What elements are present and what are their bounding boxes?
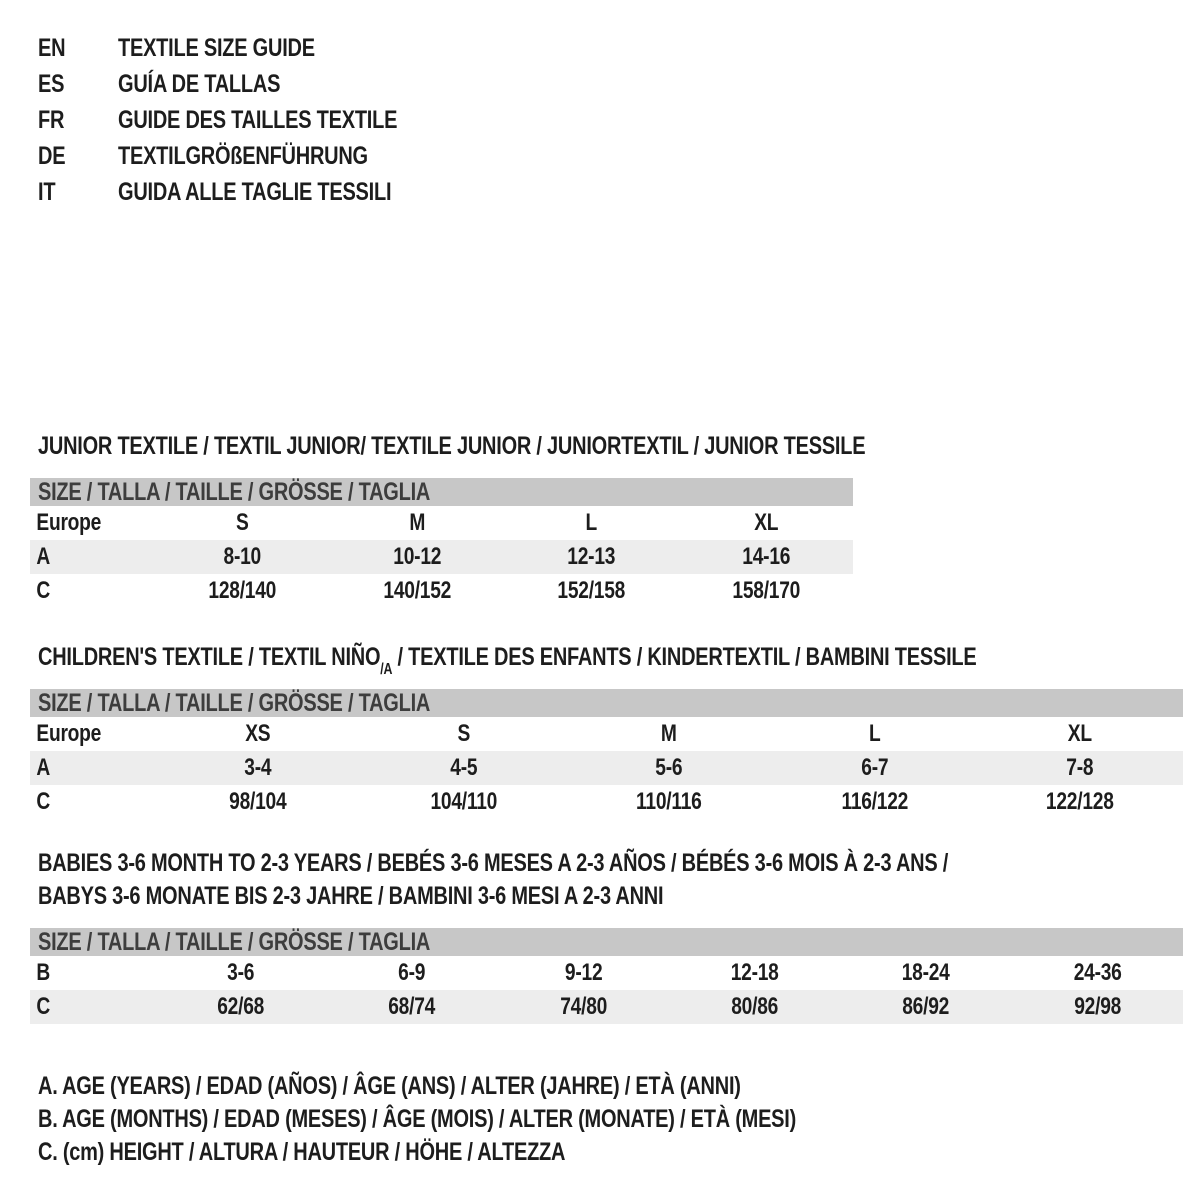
size-cell: 116/122 [841, 788, 908, 815]
table-row: C 62/68 68/74 74/80 80/86 86/92 92/98 [30, 990, 1183, 1024]
lang-title-en: TEXTILE SIZE GUIDE [118, 33, 315, 62]
babies-table-header: SIZE / TALLA / TAILLE / GRÖSSE / TAGLIA [30, 928, 1183, 956]
table-row: A 8-10 10-12 12-13 14-16 [30, 540, 853, 574]
row-label: C [36, 993, 51, 1020]
table-row: A 3-4 4-5 5-6 6-7 7-8 [30, 751, 1183, 785]
babies-heading-line1: BABIES 3-6 MONTH TO 2-3 YEARS / BEBÉS 3-… [38, 849, 949, 877]
junior-table-header: SIZE / TALLA / TAILLE / GRÖSSE / TAGLIA [30, 478, 853, 506]
size-cell: 74/80 [559, 993, 607, 1020]
size-cell: 80/86 [731, 993, 779, 1020]
size-cell: 158/170 [731, 577, 800, 604]
size-cell: 86/92 [902, 993, 950, 1020]
size-cell: 12-13 [567, 543, 616, 570]
lang-row-fr: FR GUIDE DES TAILLES TEXTILE [38, 102, 467, 138]
size-cell: S [457, 720, 470, 747]
junior-heading: JUNIOR TEXTILE / TEXTIL JUNIOR/ TEXTILE … [38, 432, 866, 461]
lang-title-de: TEXTILGRÖßENFÜHRUNG [118, 141, 368, 170]
legend-line-b: B. AGE (MONTHS) / EDAD (MESES) / ÂGE (MO… [38, 1105, 797, 1133]
size-cell: 4-5 [449, 754, 477, 781]
size-cell: 110/116 [636, 788, 702, 815]
size-cell: 18-24 [902, 959, 950, 986]
size-cell: L [868, 720, 881, 747]
size-cell: 9-12 [564, 959, 603, 986]
size-cell: 12-18 [730, 959, 779, 986]
babies-size-table: SIZE / TALLA / TAILLE / GRÖSSE / TAGLIA … [30, 928, 1183, 1024]
junior-heading-text: JUNIOR TEXTILE / TEXTIL JUNIOR/ TEXTILE … [38, 432, 866, 460]
size-cell: 62/68 [217, 993, 265, 1020]
babies-section: BABIES 3-6 MONTH TO 2-3 YEARS / BEBÉS 3-… [30, 847, 1183, 1024]
size-cell: 6-7 [861, 754, 889, 781]
size-cell: 3-6 [227, 959, 255, 986]
size-cell: 98/104 [229, 788, 287, 815]
size-figure: C [900, 0, 1200, 430]
table-row: C 98/104 104/110 110/116 116/122 122/128 [30, 785, 1183, 819]
size-cell: XL [1068, 720, 1093, 747]
lang-code-de: DE [38, 141, 66, 170]
junior-size-table: SIZE / TALLA / TAILLE / GRÖSSE / TAGLIA … [30, 478, 853, 608]
table-row: C 128/140 140/152 152/158 158/170 [30, 574, 853, 608]
size-header-label: SIZE / TALLA / TAILLE / GRÖSSE / TAGLIA [38, 689, 431, 717]
lang-code-es: ES [38, 69, 65, 98]
size-cell: 24-36 [1073, 959, 1122, 986]
size-cell: 104/110 [430, 788, 497, 815]
lang-code-fr: FR [38, 105, 65, 134]
children-heading: CHILDREN'S TEXTILE / TEXTIL NIÑO/A / TEX… [38, 643, 1183, 678]
size-cell: 122/128 [1046, 788, 1115, 815]
table-row: B 3-6 6-9 9-12 12-18 18-24 24-36 [30, 956, 1183, 990]
size-cell: 14-16 [741, 543, 790, 570]
lang-row-es: ES GUÍA DE TALLAS [38, 66, 467, 102]
row-label: Europe [36, 509, 102, 536]
babies-heading-line2: BABYS 3-6 MONATE BIS 2-3 JAHRE / BAMBINI… [38, 882, 664, 910]
row-label: C [36, 788, 51, 815]
language-list: EN TEXTILE SIZE GUIDE ES GUÍA DE TALLAS … [38, 30, 467, 210]
size-header-label: SIZE / TALLA / TAILLE / GRÖSSE / TAGLIA [38, 928, 431, 956]
size-cell: 3-4 [244, 754, 272, 781]
children-heading-text: CHILDREN'S TEXTILE / TEXTIL NIÑO/A / TEX… [38, 643, 977, 679]
lang-title-es: GUÍA DE TALLAS [118, 69, 281, 98]
size-cell: M [661, 720, 677, 747]
size-cell: 128/140 [208, 577, 277, 604]
size-cell: 7-8 [1066, 754, 1094, 781]
row-label: C [36, 577, 51, 604]
size-header-label: SIZE / TALLA / TAILLE / GRÖSSE / TAGLIA [38, 478, 431, 506]
size-cell: 6-9 [398, 959, 426, 986]
junior-section: JUNIOR TEXTILE / TEXTIL JUNIOR/ TEXTILE … [30, 432, 866, 608]
lang-title-it: GUIDA ALLE TAGLIE TESSILI [118, 177, 392, 206]
children-table-header: SIZE / TALLA / TAILLE / GRÖSSE / TAGLIA [30, 689, 1183, 717]
size-cell: S [235, 509, 249, 536]
babies-heading: BABIES 3-6 MONTH TO 2-3 YEARS / BEBÉS 3-… [38, 847, 1183, 913]
row-label: B [36, 959, 51, 986]
size-cell: 92/98 [1073, 993, 1121, 1020]
lang-row-it: IT GUIDA ALLE TAGLIE TESSILI [38, 174, 467, 210]
size-cell: 5-6 [655, 754, 683, 781]
lang-title-fr: GUIDE DES TAILLES TEXTILE [118, 105, 398, 134]
lang-row-en: EN TEXTILE SIZE GUIDE [38, 30, 467, 66]
row-label: Europe [36, 720, 102, 747]
children-section: CHILDREN'S TEXTILE / TEXTIL NIÑO/A / TEX… [30, 643, 1183, 819]
row-label: A [36, 543, 51, 570]
legend-line-c: C. (cm) HEIGHT / ALTURA / HAUTEUR / HÖHE… [38, 1138, 566, 1166]
size-cell: 68/74 [388, 993, 436, 1020]
lang-code-it: IT [38, 177, 56, 206]
size-cell: 152/158 [557, 577, 626, 604]
lang-row-de: DE TEXTILGRÖßENFÜHRUNG [38, 138, 467, 174]
size-cell: 8-10 [223, 543, 262, 570]
legend: A. AGE (YEARS) / EDAD (AÑOS) / ÂGE (ANS)… [38, 1070, 986, 1169]
size-cell: L [585, 509, 598, 536]
size-cell: XL [753, 509, 778, 536]
size-cell: M [408, 509, 425, 536]
size-cell: 140/152 [382, 577, 451, 604]
size-cell: XS [245, 720, 271, 747]
lang-code-en: EN [38, 33, 66, 62]
table-row: Europe S M L XL [30, 506, 853, 540]
legend-line-a: A. AGE (YEARS) / EDAD (AÑOS) / ÂGE (ANS)… [38, 1072, 741, 1100]
row-label: A [36, 754, 51, 781]
children-size-table: SIZE / TALLA / TAILLE / GRÖSSE / TAGLIA … [30, 689, 1183, 819]
table-row: Europe XS S M L XL [30, 717, 1183, 751]
size-cell: 10-12 [392, 543, 441, 570]
